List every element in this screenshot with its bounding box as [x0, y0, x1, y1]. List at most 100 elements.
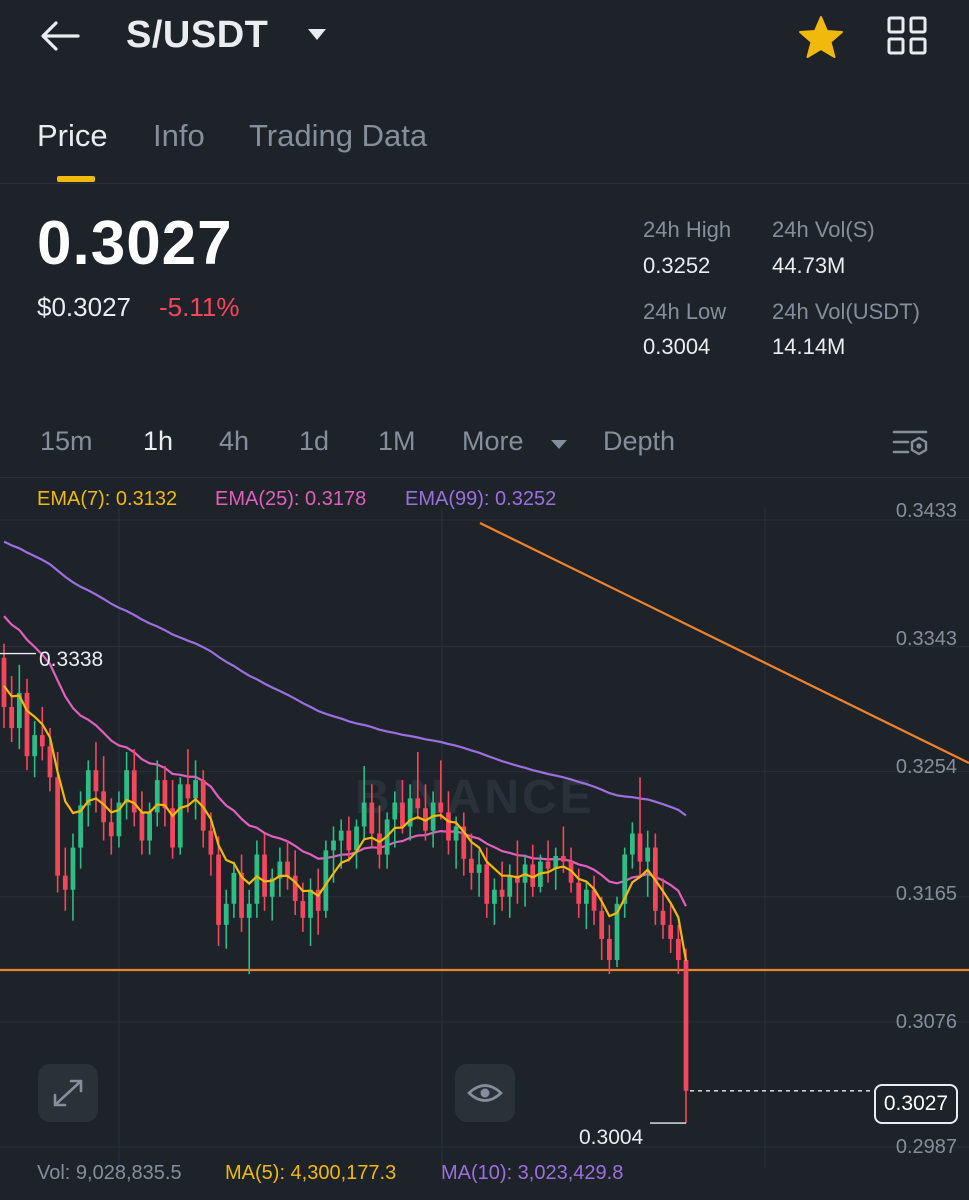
- candle-body: [108, 822, 114, 837]
- y-tick-label: 0.3343: [895, 628, 957, 650]
- low-24h-value: 0.3004: [643, 334, 711, 359]
- candle-body: [645, 847, 651, 862]
- candle-body: [660, 910, 666, 925]
- ema25-label: EMA(25): 0.3178: [215, 488, 367, 510]
- candle-body: [55, 777, 61, 876]
- watermark-text: BINANCE: [355, 771, 595, 824]
- interval-4h[interactable]: 4h: [219, 426, 250, 456]
- candle-body: [675, 938, 681, 961]
- ema99-line: [3, 540, 687, 817]
- candle-body: [369, 802, 375, 834]
- candle-body: [9, 706, 15, 729]
- candle-body: [47, 746, 53, 778]
- ema7-line: [3, 685, 688, 961]
- candle-body: [438, 802, 444, 813]
- interval-bar: 15m 1h 4h 1d 1M More Depth: [0, 420, 969, 470]
- y-tick-label: 0.3433: [895, 500, 957, 522]
- candle-body: [16, 692, 22, 729]
- candle-body: [116, 802, 122, 837]
- volume-label: Vol: 9,028,835.5: [37, 1162, 182, 1184]
- marked-high-label: 0.3338: [39, 648, 104, 671]
- grid-icon[interactable]: [886, 16, 928, 56]
- expand-icon: [53, 1079, 83, 1107]
- candle-body: [407, 798, 413, 827]
- toggle-indicators-button[interactable]: [455, 1064, 515, 1122]
- vol-base-value: 44.73M: [772, 253, 846, 278]
- interval-1h[interactable]: 1h: [143, 426, 174, 456]
- y-tick-label: 0.3076: [895, 1011, 957, 1033]
- tab-info[interactable]: Info: [153, 118, 205, 153]
- y-tick-label: 0.3165: [895, 883, 957, 905]
- candle-body: [553, 855, 559, 869]
- high-24h-value: 0.3252: [643, 253, 711, 278]
- candle-body: [354, 826, 359, 851]
- interval-more[interactable]: More: [462, 426, 524, 456]
- candle-body: [338, 830, 344, 841]
- fullscreen-button[interactable]: [38, 1064, 98, 1122]
- candle-body: [170, 808, 175, 848]
- candle-body: [492, 889, 497, 904]
- chart-settings-icon[interactable]: [890, 424, 932, 460]
- candle-body: [231, 872, 237, 904]
- chart-divider: [0, 477, 969, 478]
- candle-body: [246, 903, 252, 918]
- candle-body: [101, 791, 106, 823]
- candle-body: [193, 780, 198, 799]
- candle-body: [239, 872, 244, 918]
- candle-body: [377, 833, 382, 855]
- tab-trading-data[interactable]: Trading Data: [249, 118, 428, 153]
- candle-body: [584, 889, 589, 904]
- ema99-label: EMA(99): 0.3252: [405, 488, 557, 510]
- candle-body: [269, 878, 275, 897]
- volume-ma10-label: MA(10): 3,023,429.8: [441, 1162, 624, 1184]
- candle-body: [85, 770, 91, 806]
- main-tabs: Price Info Trading Data: [0, 100, 969, 184]
- vol-quote-value: 14.14M: [772, 334, 846, 359]
- candle-body: [208, 830, 214, 855]
- candle-body: [62, 875, 68, 890]
- last-price: 0.3027: [37, 209, 233, 278]
- candle-body: [346, 830, 352, 851]
- interval-1d[interactable]: 1d: [299, 426, 330, 456]
- star-icon[interactable]: [797, 14, 845, 60]
- arrow-left-icon[interactable]: [38, 16, 82, 56]
- candle-body: [93, 770, 99, 792]
- active-tab-indicator: [57, 176, 95, 182]
- candle-body: [300, 900, 306, 918]
- tab-price[interactable]: Price: [37, 118, 108, 153]
- candle-body: [315, 889, 321, 911]
- candle-body: [515, 875, 520, 883]
- candlestick-chart[interactable]: BINANCE: [0, 478, 969, 1168]
- candle-body: [622, 854, 628, 904]
- candle-body: [216, 854, 221, 925]
- candle-body: [606, 938, 612, 961]
- candle-body: [308, 889, 313, 918]
- usd-price: $0.3027: [37, 292, 131, 322]
- candle-body: [453, 826, 459, 841]
- candle-body: [683, 960, 689, 1091]
- caret-down-icon[interactable]: [550, 438, 568, 450]
- candle-body: [24, 692, 30, 757]
- pair-selector[interactable]: S/USDT: [126, 14, 269, 56]
- candle-body: [223, 903, 229, 925]
- interval-depth[interactable]: Depth: [603, 426, 676, 456]
- vol-quote-label: 24h Vol(USDT): [772, 299, 920, 324]
- candle-body: [131, 770, 137, 813]
- candle-body: [323, 850, 329, 911]
- high-24h-label: 24h High: [643, 217, 732, 242]
- interval-15m[interactable]: 15m: [40, 426, 93, 456]
- candle-body: [484, 864, 490, 904]
- candle-body: [614, 903, 620, 961]
- interval-1m[interactable]: 1M: [378, 426, 416, 456]
- candle-body: [530, 864, 536, 887]
- candle-body: [177, 784, 183, 848]
- top-bar: S/USDT: [0, 0, 969, 80]
- candle-body: [561, 855, 566, 862]
- candle-body: [1, 657, 7, 707]
- candle-body: [162, 780, 168, 809]
- caret-down-icon[interactable]: [306, 26, 328, 42]
- candle-body: [446, 812, 451, 841]
- candle-body: [292, 875, 298, 901]
- candle-body: [254, 854, 260, 904]
- volume-ma5-label: MA(5): 4,300,177.3: [225, 1162, 397, 1184]
